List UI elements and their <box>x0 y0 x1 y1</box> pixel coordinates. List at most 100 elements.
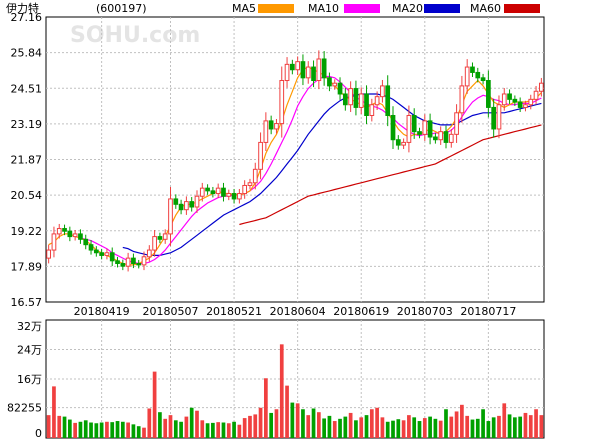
candles <box>46 50 544 272</box>
volume-bar <box>380 417 385 438</box>
candle <box>88 240 94 255</box>
volume-bar <box>62 416 67 438</box>
candle-body <box>411 114 417 133</box>
candle-body <box>496 104 502 130</box>
volume-bar <box>327 415 332 438</box>
candle <box>348 81 353 112</box>
candle <box>507 89 512 104</box>
candle <box>51 226 57 258</box>
candle <box>120 259 126 271</box>
volume-bar <box>369 409 374 438</box>
candle-body <box>289 63 295 71</box>
candle <box>93 246 99 257</box>
volume-bar <box>152 371 157 438</box>
volume-bar <box>465 415 470 438</box>
volume-bar <box>253 414 258 438</box>
candle-body <box>364 93 369 116</box>
candle <box>136 259 142 269</box>
candle <box>454 104 459 143</box>
candle-body <box>268 120 274 130</box>
candle <box>427 113 433 145</box>
price-y-tick-label: 17.89 <box>11 260 43 273</box>
volume-bar <box>226 423 231 438</box>
price-y-tick-label: 20.54 <box>11 189 43 202</box>
candle-body <box>189 201 195 208</box>
candle-body <box>62 228 67 232</box>
volume-bar <box>422 418 427 438</box>
volume-bar <box>67 419 72 438</box>
candle-body <box>380 85 385 98</box>
volume-bar <box>502 403 507 438</box>
x-tick-label: 20180604 <box>270 305 326 318</box>
price-panel: SOHU.com 27.16 25.84 24.51 23.19 21.87 20.54 1… <box>11 11 545 318</box>
ma5-line <box>48 66 542 266</box>
x-tick-label: 20180717 <box>460 305 516 318</box>
candle-body <box>538 82 544 92</box>
candle <box>374 91 380 110</box>
candle <box>358 87 364 115</box>
candle-body <box>528 98 534 106</box>
ma20-line <box>122 93 542 256</box>
candle-body <box>448 133 454 143</box>
candle <box>184 196 189 215</box>
candle-body <box>422 120 428 135</box>
candle <box>221 182 226 202</box>
volume-bar <box>375 407 379 438</box>
candle <box>231 188 237 204</box>
volume-bar <box>417 421 422 438</box>
candle-body <box>512 98 518 103</box>
candle-body <box>157 236 163 240</box>
candle <box>411 108 417 139</box>
legend-ma60-label: MA60 <box>470 2 501 15</box>
candle <box>162 229 168 244</box>
volume-bar <box>279 344 284 438</box>
candle-body <box>459 85 465 114</box>
candle <box>205 184 210 195</box>
volume-bar <box>99 422 104 438</box>
candle <box>189 197 195 212</box>
candle <box>486 70 491 118</box>
candle-body <box>51 233 57 251</box>
candle <box>83 234 89 250</box>
volume-bar <box>359 417 364 438</box>
candle-body <box>99 252 104 256</box>
candle-body <box>316 58 322 82</box>
volume-bar <box>147 408 152 438</box>
candle-body <box>470 66 475 73</box>
volume-bar <box>89 422 93 438</box>
candle-body <box>321 58 327 79</box>
candle-body <box>178 203 184 211</box>
candle-body <box>454 112 459 135</box>
candle-body <box>152 236 157 251</box>
candle-body <box>433 136 438 141</box>
candle-body <box>337 82 343 95</box>
moving-average-lines <box>48 66 542 266</box>
volume-bar <box>322 418 326 438</box>
candle <box>448 129 454 148</box>
candle-body <box>146 249 152 258</box>
candle <box>215 183 221 199</box>
candle <box>226 189 232 201</box>
volume-bar <box>57 415 62 438</box>
volume-bar <box>311 408 316 438</box>
volume-bar <box>539 415 544 438</box>
candle-body <box>486 80 491 108</box>
volume-panel: 32万 24万 16万 82255 0 <box>7 319 545 440</box>
legend-ma60-swatch <box>504 4 540 13</box>
candle <box>115 256 120 268</box>
candle <box>279 66 285 138</box>
candle-body <box>221 187 226 197</box>
volume-bar <box>285 385 289 438</box>
volume-bar <box>475 418 480 438</box>
candle-body <box>131 257 136 265</box>
candle <box>289 59 295 75</box>
candle-body <box>342 93 348 106</box>
candle <box>300 54 306 86</box>
candle <box>78 229 83 244</box>
volume-bar <box>232 421 236 438</box>
candle <box>274 118 279 134</box>
candle <box>247 178 253 190</box>
candle <box>99 248 104 260</box>
volume-bar <box>248 415 252 438</box>
